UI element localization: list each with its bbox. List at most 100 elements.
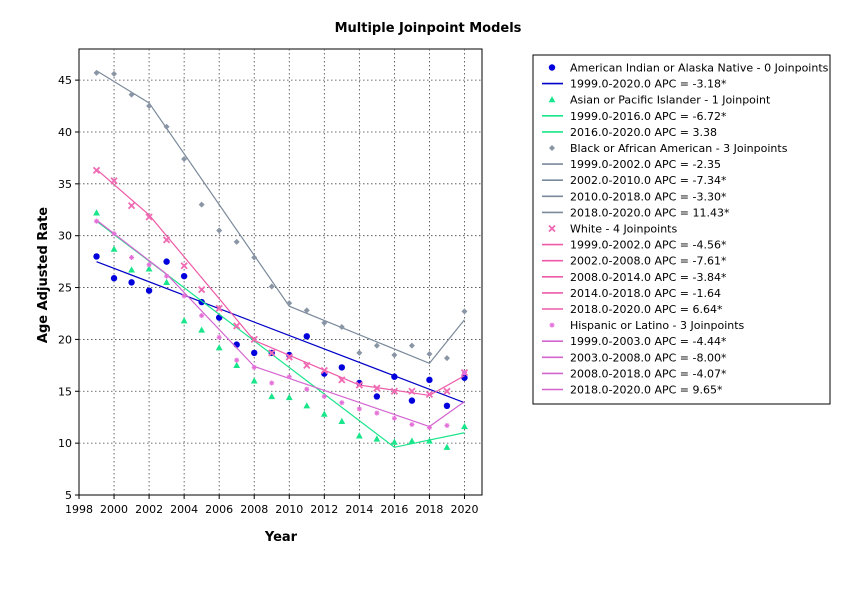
data-point [461,308,468,315]
marker-center [287,355,291,359]
data-point [215,304,223,312]
legend-segment-label: 2018.0-2020.0 APC = 6.64* [570,303,723,316]
data-point [251,364,257,370]
data-point [443,355,450,362]
x-tick-label: 2010 [275,503,303,516]
data-point [110,245,118,252]
data-point [355,381,363,389]
marker-center [322,369,326,373]
legend-box [532,54,831,405]
x-tick-label: 2004 [170,503,198,516]
data-point [128,266,135,273]
data-point [338,323,345,330]
data-point [93,253,100,260]
fit-line [96,168,465,397]
y-tick-label: 15 [58,385,72,398]
legend-segment-label: 1999.0-2003.0 APC = -4.44* [570,335,727,348]
legend-segment-label: 2008.0-2014.0 APC = -3.84* [570,271,727,284]
data-point [390,438,398,445]
y-tick-label: 30 [58,230,72,243]
data-point [215,344,223,351]
legend-series-label: Black or African American - 3 Joinpoints [570,142,788,155]
data-point [180,272,188,280]
data-point [303,307,310,314]
data-point [250,335,258,344]
data-point [304,386,310,392]
legend-segment-label: 2002.0-2010.0 APC = -7.34* [570,174,727,187]
marker-center [252,337,256,341]
data-point [549,322,555,328]
data-point [198,201,205,208]
y-axis-label: Age Adjusted Rate [36,207,51,343]
data-point [111,70,118,77]
data-point [321,319,328,326]
data-point [286,374,292,380]
marker-center [357,383,361,387]
data-point [251,349,258,357]
data-point [164,273,170,279]
plot-frame [78,48,483,496]
data-point [285,353,293,361]
data-point [303,333,310,340]
series-3 [93,69,468,364]
data-point [285,393,293,401]
data-point [303,402,311,409]
y-tick-label: 20 [58,333,72,346]
x-tick-label: 1998 [65,503,93,516]
marker-stroke [462,370,467,375]
data-point [92,166,101,174]
marker-center [182,264,186,268]
data-point [408,387,416,395]
marker-stroke [199,313,204,318]
data-point [443,387,451,395]
data-point [548,224,556,233]
marker-center [340,378,344,382]
marker-stroke [129,255,134,260]
marker-center [445,389,449,393]
marker-stroke [269,380,274,386]
data-point [268,283,275,290]
data-point [373,435,381,442]
data-point [426,376,433,384]
data-point [443,402,451,409]
data-point [373,393,381,400]
data-point [198,285,206,294]
x-axis-label: Year [264,530,298,545]
marker-center [165,238,169,242]
data-point [356,349,363,356]
series-2 [93,209,468,450]
data-point [461,422,468,430]
data-point [181,155,188,162]
marker-stroke [111,231,117,236]
fit-line [96,261,465,404]
marker-center [270,351,274,355]
data-point [408,342,415,349]
data-point [373,342,380,349]
data-point [321,393,327,399]
legend-segment-label: 1999.0-2016.0 APC = -6.72* [570,110,727,123]
data-point [181,293,187,299]
data-point [110,177,118,185]
marker-stroke [374,410,380,416]
data-point [234,357,240,363]
legend-segment-label: 2018.0-2020.0 APC = 11.43* [570,206,730,219]
x-tick-label: 2016 [380,503,408,516]
data-point [548,64,556,71]
data-point [146,262,152,268]
data-point [163,258,170,265]
marker-stroke [252,365,257,370]
data-point [145,213,153,221]
data-point [356,406,362,412]
data-point [426,425,432,431]
legend-segment-label: 2008.0-2018.0 APC = -4.07* [570,367,727,380]
data-point [286,300,293,307]
x-tick-label: 2000 [100,503,128,516]
data-point [338,417,346,424]
data-point [408,437,416,444]
data-point [198,326,206,333]
fit-line [96,220,465,448]
x-tick-label: 2002 [135,503,163,516]
marker-stroke [146,262,152,267]
data-point [94,218,100,224]
